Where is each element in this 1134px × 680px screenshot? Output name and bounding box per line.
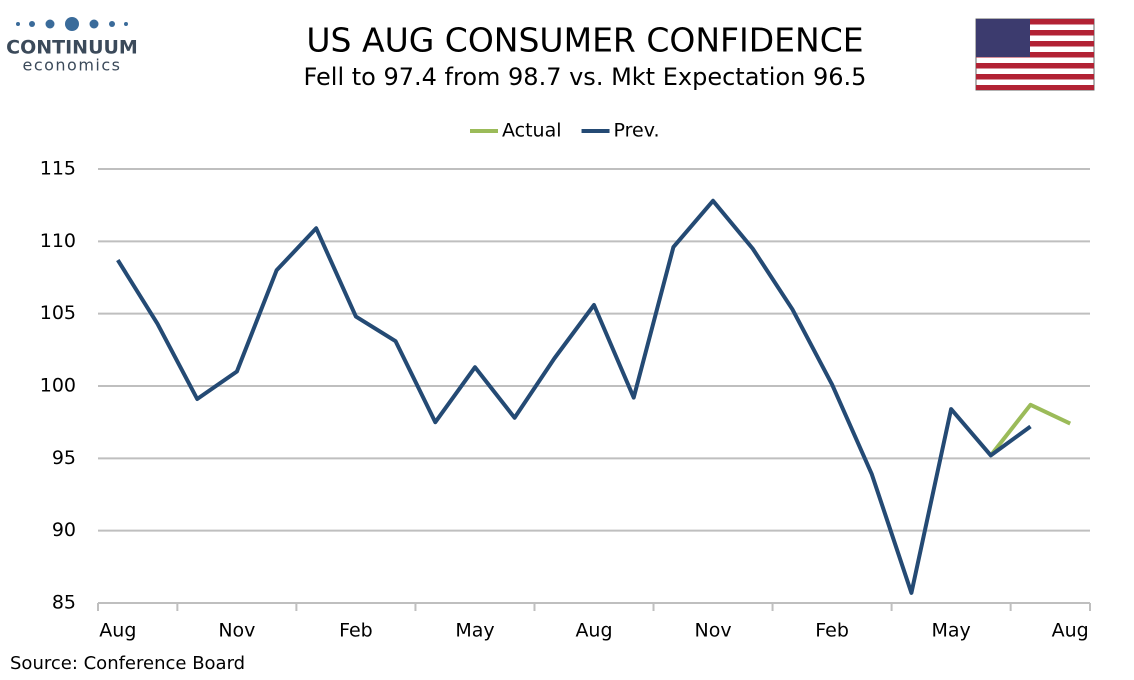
y-tick-label: 95	[52, 447, 76, 469]
legend-label: Prev.	[614, 120, 660, 142]
x-tick-label: Feb	[815, 620, 849, 642]
y-tick-label: 115	[40, 158, 76, 180]
y-tick-label: 100	[40, 375, 76, 397]
x-tick-label: Nov	[694, 620, 731, 642]
logo-name: CONTINUUM	[6, 37, 138, 59]
y-tick-label: 85	[52, 592, 76, 614]
x-tick-label: Nov	[218, 620, 255, 642]
x-tick-label: Aug	[575, 620, 612, 642]
y-tick-label: 105	[40, 302, 76, 324]
chart-subtitle: Fell to 97.4 from 98.7 vs. Mkt Expectati…	[304, 63, 867, 91]
x-tick-label: Aug	[1052, 620, 1089, 642]
y-tick-label: 90	[52, 519, 76, 541]
x-tick-label: Feb	[339, 620, 373, 642]
y-tick-label: 110	[40, 230, 76, 252]
series-line	[116, 198, 1032, 595]
x-tick-label: Aug	[99, 620, 136, 642]
source: Source: Conference Board	[10, 653, 245, 674]
legend-label: Actual	[502, 120, 562, 142]
logo-sub: economics	[22, 56, 121, 75]
flag	[975, 18, 1095, 91]
x-tick-label: May	[931, 620, 970, 642]
x-tick-label: May	[455, 620, 494, 642]
series-line	[989, 402, 1072, 457]
logo: CONTINUUM economics	[6, 17, 138, 75]
chart-title: US AUG CONSUMER CONFIDENCE	[306, 21, 863, 60]
